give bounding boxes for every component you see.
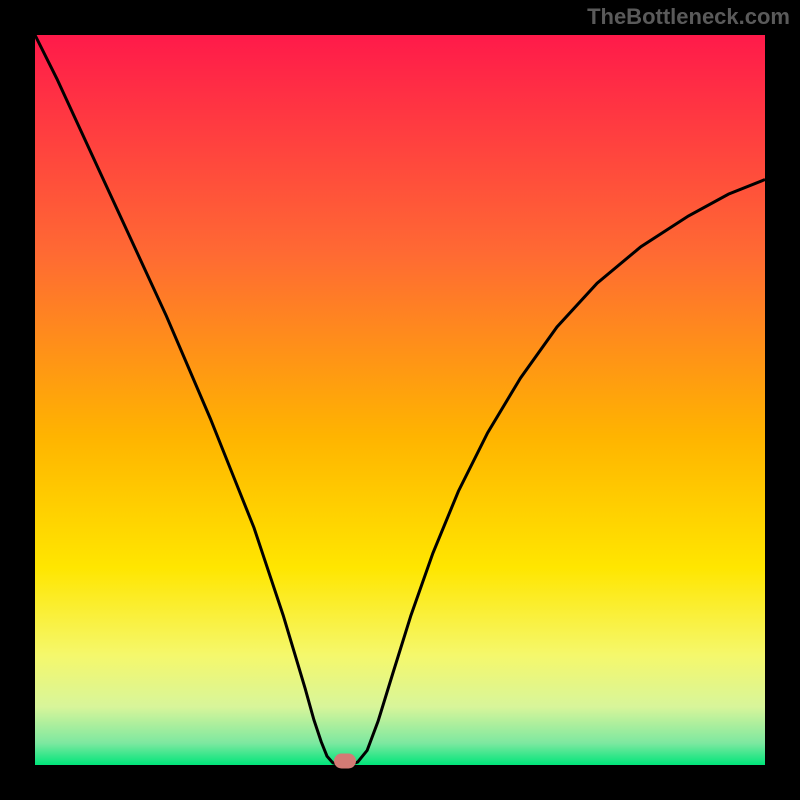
plot-area — [35, 35, 765, 765]
optimal-point-marker — [334, 754, 356, 769]
curve-path — [35, 35, 765, 765]
watermark-text: TheBottleneck.com — [587, 4, 790, 30]
bottleneck-curve — [35, 35, 765, 765]
